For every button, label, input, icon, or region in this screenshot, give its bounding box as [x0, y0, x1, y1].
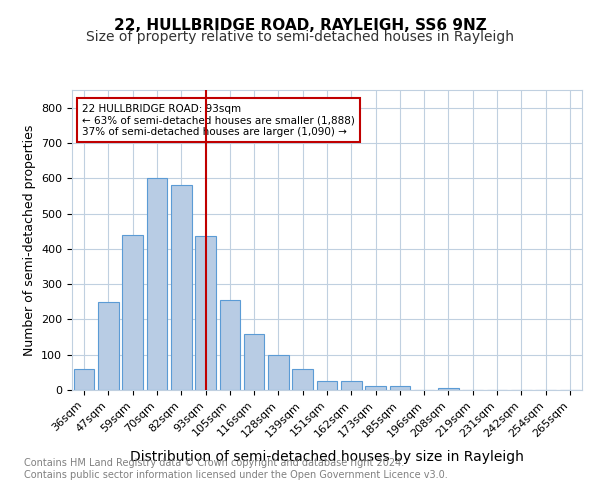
Bar	[146, 178, 167, 390]
Bar	[292, 369, 313, 390]
Bar	[244, 334, 265, 390]
Bar	[74, 369, 94, 390]
Text: 22 HULLBRIDGE ROAD: 93sqm
← 63% of semi-detached houses are smaller (1,888)
37% : 22 HULLBRIDGE ROAD: 93sqm ← 63% of semi-…	[82, 104, 355, 136]
Bar	[341, 381, 362, 390]
Bar	[220, 300, 240, 390]
Text: 22, HULLBRIDGE ROAD, RAYLEIGH, SS6 9NZ: 22, HULLBRIDGE ROAD, RAYLEIGH, SS6 9NZ	[113, 18, 487, 32]
Bar	[98, 302, 119, 390]
X-axis label: Distribution of semi-detached houses by size in Rayleigh: Distribution of semi-detached houses by …	[130, 450, 524, 464]
Bar	[122, 234, 143, 390]
Bar	[268, 354, 289, 390]
Bar	[365, 386, 386, 390]
Bar	[195, 236, 216, 390]
Text: Contains HM Land Registry data © Crown copyright and database right 2024.
Contai: Contains HM Land Registry data © Crown c…	[24, 458, 448, 480]
Y-axis label: Number of semi-detached properties: Number of semi-detached properties	[23, 124, 35, 356]
Bar	[171, 186, 191, 390]
Bar	[438, 388, 459, 390]
Text: Size of property relative to semi-detached houses in Rayleigh: Size of property relative to semi-detach…	[86, 30, 514, 44]
Bar	[389, 386, 410, 390]
Bar	[317, 381, 337, 390]
